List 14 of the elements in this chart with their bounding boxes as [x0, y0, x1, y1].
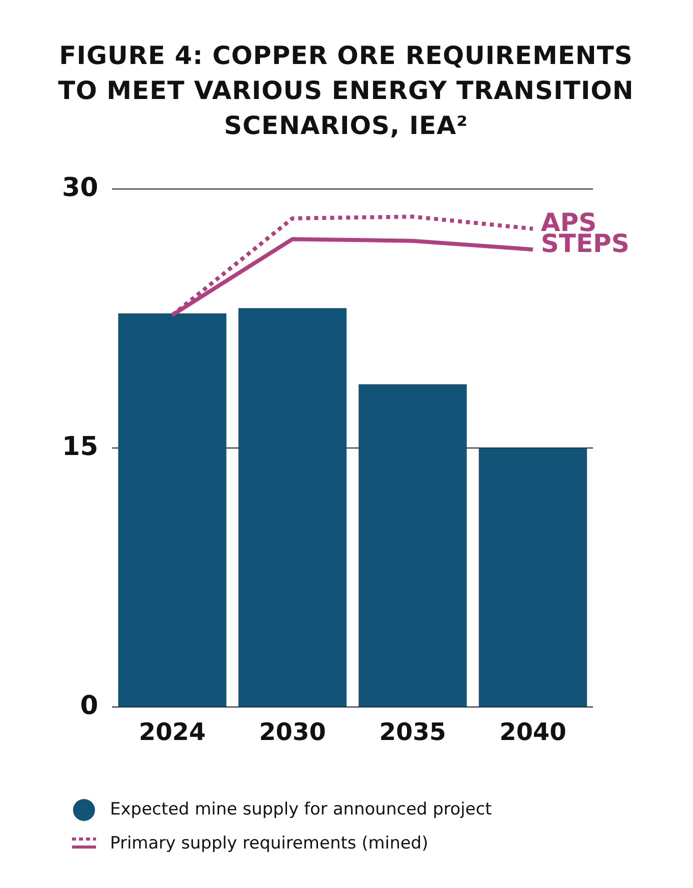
bar: [358, 384, 467, 707]
x-tick-label: 2024: [138, 718, 206, 746]
legend-label: Expected mine supply for announced project: [110, 799, 492, 820]
x-tick-label: 2040: [500, 718, 566, 746]
x-tick-label: 2035: [379, 718, 446, 746]
y-tick-label: 30: [62, 172, 98, 203]
y-tick-label: 0: [80, 690, 98, 721]
bar: [238, 308, 347, 707]
chart-title: FIGURE 4: COPPER ORE REQUIREMENTS TO MEET VARIOUS ENERGY TRANSITION SCENARIOS, IEA²: [57, 40, 635, 142]
bar: [478, 448, 587, 707]
y-tick-label: 15: [62, 432, 98, 462]
text: Primary supply requirements (mined): [110, 833, 428, 854]
x-tick-label: 2030: [259, 718, 326, 746]
bar: [118, 313, 226, 707]
